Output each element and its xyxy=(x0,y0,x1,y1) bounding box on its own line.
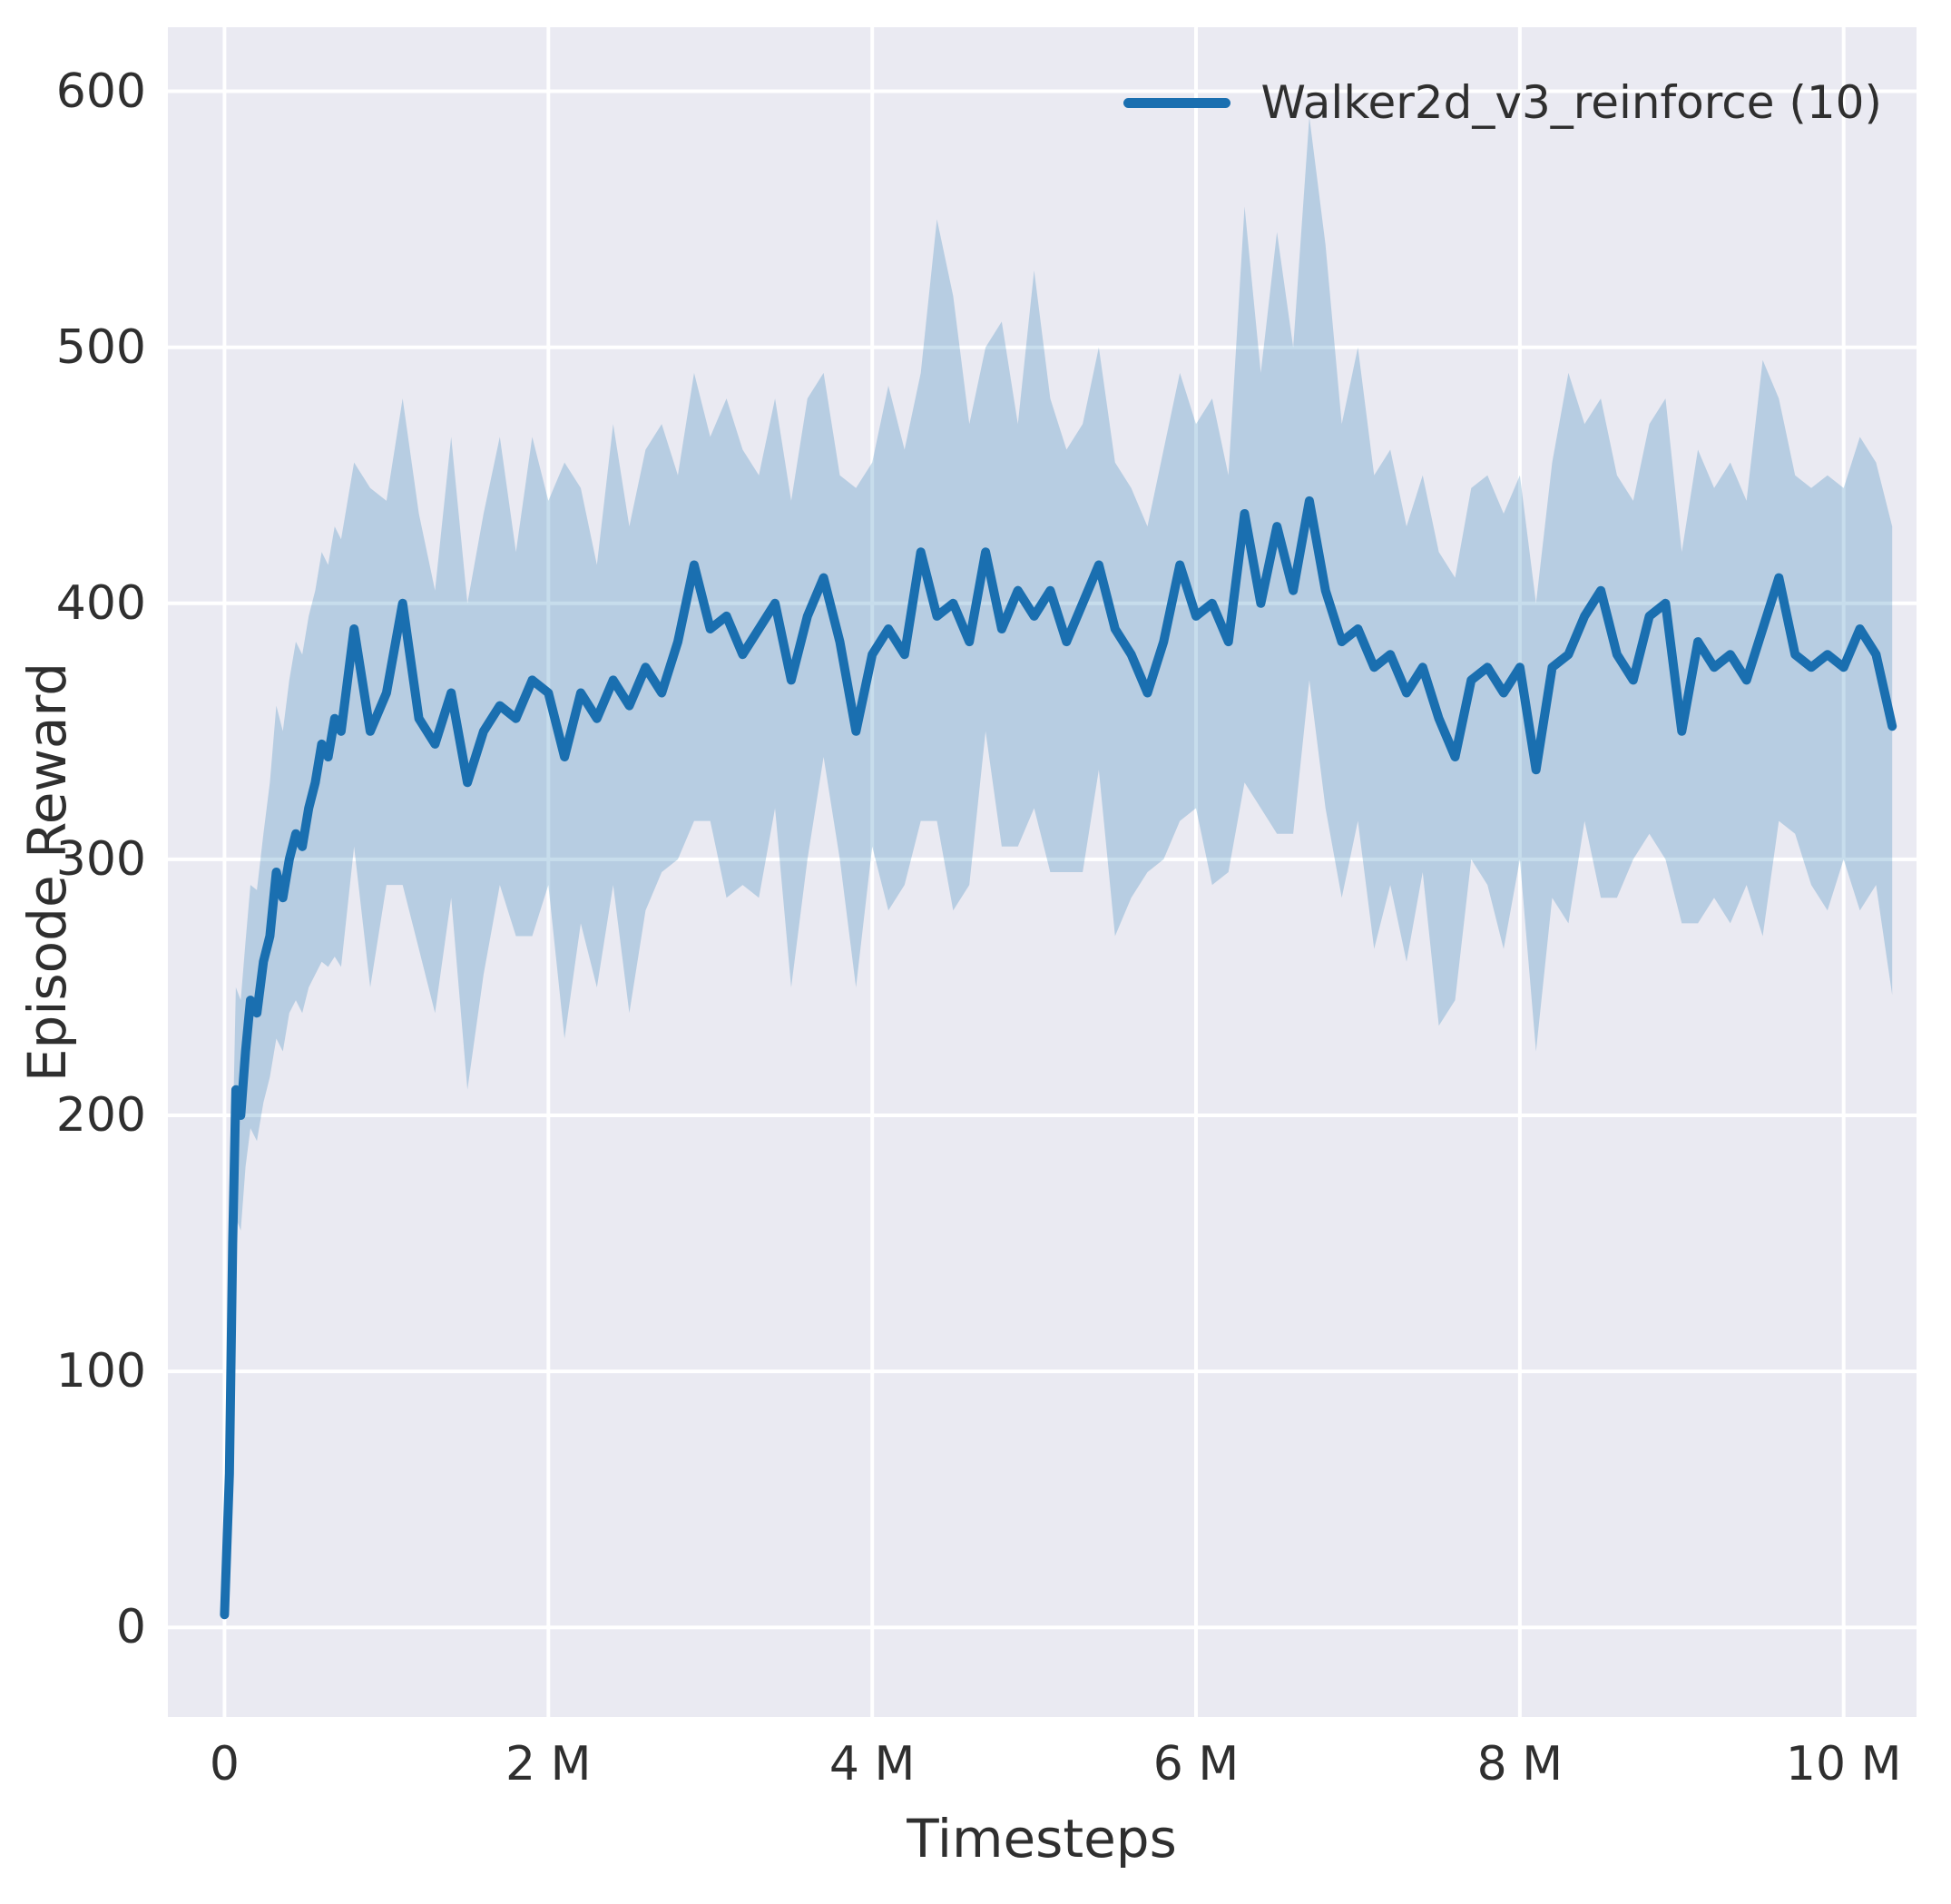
y-tick-label: 200 xyxy=(55,1088,146,1143)
y-tick-label: 400 xyxy=(55,575,146,631)
x-tick-label: 10 M xyxy=(1785,1737,1902,1791)
y-tick-label: 100 xyxy=(55,1344,146,1399)
x-tick-label: 6 M xyxy=(1152,1737,1240,1791)
y-tick-label: 0 xyxy=(115,1600,146,1655)
plot-area: Walker2d_v3_reinforce (10) xyxy=(168,27,1917,1717)
mean-line xyxy=(220,496,1897,1620)
x-tick-label: 4 M xyxy=(828,1737,916,1791)
x-tick-label: 2 M xyxy=(505,1737,592,1791)
x-tick-label: 0 xyxy=(209,1737,240,1791)
y-tick-labels: 0 100 200 300 400 500 600 xyxy=(0,0,168,1904)
confidence-band xyxy=(224,116,1893,1620)
legend-line-swatch xyxy=(1123,97,1230,108)
x-tick-label: 8 M xyxy=(1476,1737,1564,1791)
legend-label: Walker2d_v3_reinforce (10) xyxy=(1260,76,1882,129)
y-tick-label: 500 xyxy=(55,319,146,375)
plot-svg xyxy=(168,27,1917,1717)
y-tick-label: 300 xyxy=(55,831,146,887)
y-axis-label: Episode Reward xyxy=(16,662,78,1083)
x-axis-label: Timesteps xyxy=(907,1808,1177,1870)
legend: Walker2d_v3_reinforce (10) xyxy=(1114,71,1891,134)
y-tick-label: 600 xyxy=(55,64,146,119)
